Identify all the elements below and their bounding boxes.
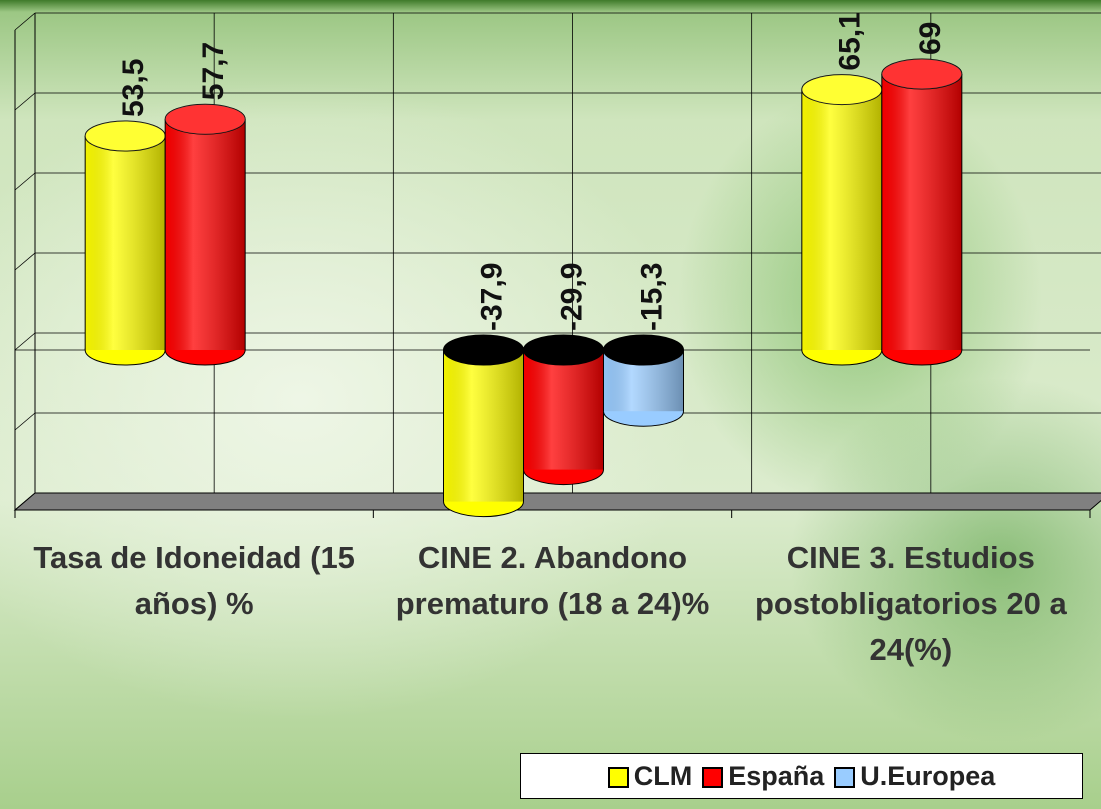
side-grid-line	[15, 93, 35, 110]
bar-shade	[85, 136, 165, 350]
cylinder	[802, 75, 882, 365]
legend-item: España	[702, 761, 824, 792]
cylinder-top-light	[85, 121, 165, 151]
cylinder	[444, 335, 524, 517]
legend-label: U.Europea	[860, 761, 995, 791]
side-grid-line	[15, 333, 35, 350]
value-label: 57,7	[197, 42, 230, 100]
legend-swatch	[608, 767, 629, 788]
value-label: 53,5	[117, 59, 150, 117]
cylinder	[165, 104, 245, 365]
cylinder-top	[444, 335, 524, 365]
floor	[15, 493, 1101, 510]
value-label: 69	[914, 22, 947, 55]
side-grid-line	[15, 253, 35, 270]
x-tick-label: Tasa de Idoneidad (15 años) %	[24, 535, 364, 627]
value-label: 65,1	[834, 12, 867, 70]
bar-shade	[802, 90, 882, 350]
legend-swatch	[834, 767, 855, 788]
bar-shade	[444, 350, 524, 502]
cylinder-top-light	[882, 59, 962, 89]
cylinder-top	[524, 335, 604, 365]
legend-label: CLM	[634, 761, 692, 791]
legend-label: España	[728, 761, 824, 791]
side-grid-line	[15, 413, 35, 430]
cylinder-top	[604, 335, 684, 365]
cylinder	[85, 121, 165, 365]
cylinder	[882, 59, 962, 365]
legend: CLM España U.Europea	[520, 753, 1083, 799]
legend-swatch	[702, 767, 723, 788]
cylinder-top-light	[802, 75, 882, 105]
chart-page: 53,5 57,7 -37,9 -29,9 -15,3 65,1 69 CLM España U…	[0, 0, 1101, 809]
cylinder-top-light	[165, 104, 245, 134]
legend-item: U.Europea	[834, 761, 995, 792]
x-tick-label: CINE 2. Abandono prematuro (18 a 24)%	[383, 535, 723, 627]
bar-shade	[882, 74, 962, 350]
chart: 53,5 57,7 -37,9 -29,9 -15,3 65,1 69	[0, 0, 1101, 809]
value-label: -29,9	[555, 263, 588, 331]
side-grid-line	[15, 173, 35, 190]
cylinder	[524, 335, 604, 485]
bar-shade	[524, 350, 604, 470]
bar-shade	[165, 119, 245, 350]
x-tick-label: CINE 3. Estudios postobligatorios 20 a 2…	[741, 535, 1081, 673]
side-grid-line	[15, 13, 35, 30]
value-label: -15,3	[635, 263, 668, 331]
cylinder	[604, 335, 684, 426]
legend-item: CLM	[608, 761, 692, 792]
value-label: -37,9	[475, 263, 508, 331]
